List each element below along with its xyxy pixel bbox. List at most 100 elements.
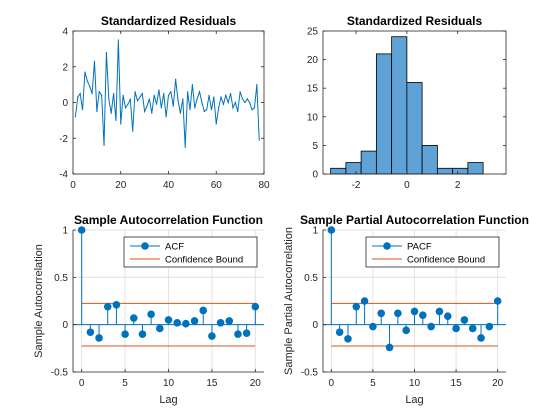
y-tick-label: 0.5 <box>304 273 318 284</box>
residual-point <box>182 98 184 100</box>
y-tick-label: 1 <box>312 226 318 237</box>
histogram-bar <box>436 167 454 175</box>
residual-point <box>96 110 98 113</box>
residual-point <box>146 105 148 107</box>
residual-point <box>155 103 158 105</box>
residual-point <box>215 123 217 125</box>
x-tick-label: 2 <box>455 180 461 191</box>
axes-box <box>322 30 507 175</box>
residual-point <box>213 96 215 98</box>
data-marks <box>73 226 264 347</box>
residual-point <box>167 94 170 96</box>
residual-point <box>103 144 105 146</box>
residual-point <box>129 98 131 100</box>
residual-point <box>105 51 108 54</box>
residual-point <box>184 146 186 148</box>
legend-bound-label: Confidence Bound <box>407 255 485 266</box>
residual-point <box>256 84 258 86</box>
x-tick-label: 5 <box>122 378 128 389</box>
legend: PACF Confidence Bound <box>365 236 500 268</box>
residual-point <box>246 98 248 100</box>
residual-point <box>172 105 174 107</box>
stem-marker <box>216 318 225 327</box>
histogram-bar <box>452 167 469 175</box>
chart-acf: 0 5 10 15 20 -0.5 0 0.5 1 Sample Autocorrelation … <box>33 213 264 406</box>
residual-point <box>74 116 76 118</box>
legend-box <box>365 236 500 268</box>
residual-point <box>93 60 96 62</box>
stem-marker <box>129 314 138 322</box>
x-tick-label: 10 <box>409 378 421 389</box>
data-marks <box>74 39 260 148</box>
stem-marker <box>385 343 394 352</box>
residual-point <box>251 109 253 111</box>
residual-point <box>148 98 150 100</box>
stem-marker <box>208 332 216 340</box>
residual-point <box>115 119 117 121</box>
stem-marker <box>103 302 112 311</box>
residual-point <box>220 96 222 98</box>
x-tick-label: 20 <box>492 378 504 389</box>
legend-box <box>123 236 258 268</box>
histogram-bar <box>360 150 377 175</box>
histogram-bar <box>467 162 484 175</box>
residual-point <box>77 96 79 98</box>
stem-marker <box>121 330 129 338</box>
residual-point <box>201 101 203 104</box>
x-tick-label: 20 <box>115 180 127 191</box>
stem-marker <box>156 324 164 333</box>
residual-point <box>239 91 241 93</box>
stem-marker <box>234 330 242 338</box>
y-tick-label: 25 <box>307 27 319 38</box>
chart-title: Standardized Residuals <box>101 14 237 28</box>
residual-point <box>203 110 205 113</box>
data-marks <box>323 226 506 352</box>
x-tick-label: 15 <box>451 378 463 389</box>
stem-marker <box>394 309 402 318</box>
residual-point <box>158 89 160 91</box>
y-tick-label: 2 <box>62 62 68 73</box>
residual-point <box>189 109 191 111</box>
residual-point <box>151 112 153 114</box>
residual-point <box>237 110 239 113</box>
legend-series-label: PACF <box>407 242 432 253</box>
x-axis-label: Lag <box>159 394 177 406</box>
chart-title: Sample Partial Autocorrelation Function <box>300 213 529 227</box>
ticks: 0 20 40 60 80 -4 -2 0 2 4 <box>59 27 270 192</box>
residual-point <box>84 71 86 73</box>
y-tick-label: 4 <box>62 27 68 38</box>
stem-marker <box>360 297 369 305</box>
stem-marker <box>460 316 469 324</box>
stem-marker <box>344 335 352 343</box>
x-tick-label: 60 <box>211 180 223 191</box>
y-tick-label: -4 <box>59 170 68 181</box>
residual-point <box>136 100 139 102</box>
residual-point <box>127 103 129 105</box>
residual-point <box>89 85 91 88</box>
residual-point <box>165 116 167 118</box>
residual-point <box>191 84 193 86</box>
residual-point <box>170 91 172 93</box>
stem-marker <box>242 329 251 337</box>
chart-residual-line: 0 20 40 60 80 -4 -2 0 2 4 Standardized Residuals <box>59 14 270 191</box>
stem-marker <box>452 324 460 333</box>
legend-series-marker <box>383 242 391 250</box>
histogram-bar <box>330 167 347 175</box>
residual-point <box>101 94 103 96</box>
stem-marker <box>485 322 494 331</box>
stem-marker <box>352 302 361 311</box>
residual-point <box>198 91 201 93</box>
x-tick-label: 0 <box>79 378 85 389</box>
x-tick-label: 40 <box>163 180 175 191</box>
residual-point <box>81 109 84 111</box>
residual-point <box>132 130 134 132</box>
histogram-bar <box>406 82 423 175</box>
residual-point <box>144 110 146 113</box>
residual-point <box>110 112 112 114</box>
stem-marker <box>77 226 86 234</box>
stem-marker <box>112 300 121 309</box>
histogram-bar <box>421 144 438 175</box>
